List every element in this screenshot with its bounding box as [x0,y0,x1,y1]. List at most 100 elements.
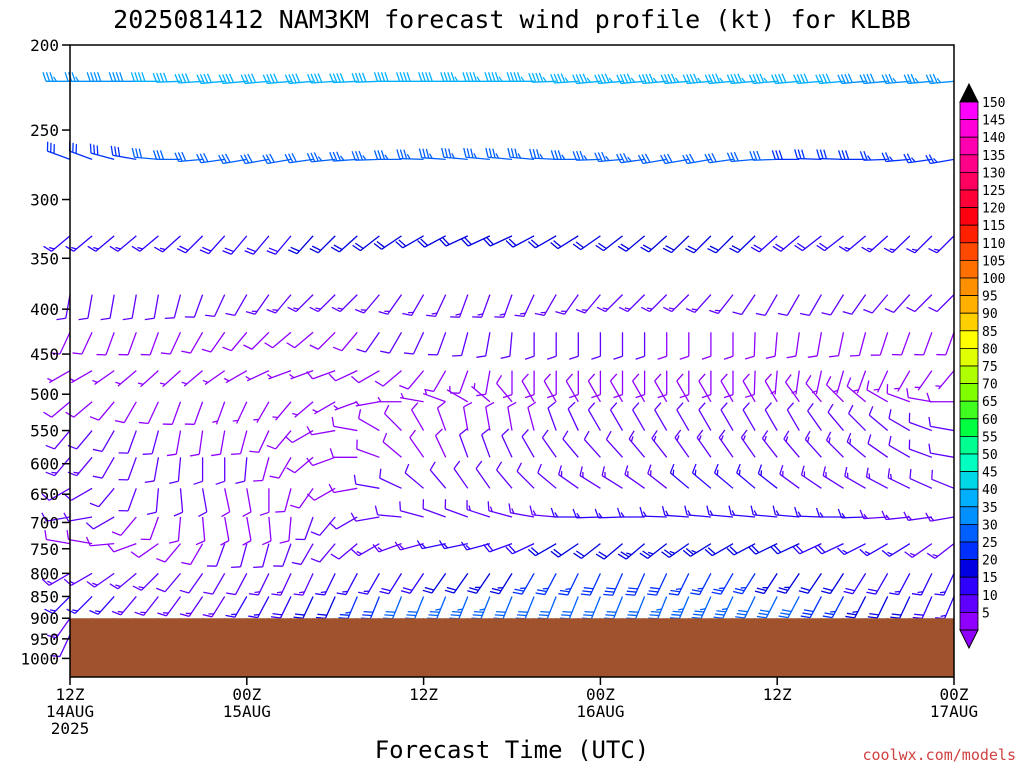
barb-feather [754,590,765,595]
wind-barb [374,505,402,518]
barb-shaft [819,80,844,85]
wind-barb [516,462,535,489]
barb-feather [764,402,772,411]
barb-shaft [690,543,712,557]
barb-feather [224,153,231,163]
barb-shaft [648,235,668,253]
barb-shaft [936,235,955,254]
barb-shaft [731,80,756,85]
wind-barb [669,596,690,620]
barb-feather [476,76,481,82]
wind-barb [118,332,137,356]
barb-feather [196,74,202,84]
barb-shaft [731,514,756,518]
barb-shaft [377,514,402,518]
barb-feather [225,312,235,317]
barb-shaft [117,370,137,387]
barb-shaft [257,573,270,596]
barb-feather [619,74,625,84]
barb-feather [881,510,887,520]
barb-feather [309,306,319,313]
barb-shaft [785,572,800,594]
barb-shaft [302,596,314,619]
barb-shaft [871,294,889,314]
wind-barb [894,370,911,392]
barb-shaft [841,80,866,85]
wind-barb [881,73,910,85]
barb-shaft [355,483,380,489]
wind-barb [162,401,182,425]
barb-feather [421,543,427,549]
barb-feather [575,74,581,84]
wind-barb [846,432,867,458]
barb-shaft [584,294,601,314]
y-tick-label: 550 [30,422,59,441]
barb-feather [514,314,525,318]
barb-shaft [268,370,292,380]
colorbar-label: 45 [982,466,998,481]
barb-shaft [230,331,248,352]
barb-feather [266,373,273,379]
barb-feather [512,591,523,595]
barb-feather [201,348,212,353]
wind-barb [262,153,292,165]
barb-feather [130,72,136,82]
barb-shaft [605,294,623,313]
barb-shaft [581,543,601,559]
barb-shaft [200,80,225,85]
barb-shaft [598,158,623,163]
wind-barb [312,401,336,415]
barb-feather [314,73,319,83]
wind-barb [765,332,778,360]
barb-feather [406,72,411,82]
barb-feather [174,152,180,162]
barb-shaft [930,425,955,432]
barb-feather [550,507,555,518]
barb-feather [778,587,789,591]
barb-feather [310,531,321,536]
wind-barb [68,141,93,160]
barb-feather [792,546,801,555]
barb-shaft [787,596,800,618]
wind-barb [723,370,734,399]
colorbar-swatch [959,365,979,385]
barb-feather [742,435,746,441]
barb-shaft [333,158,358,162]
wind-barb [696,429,712,458]
colorbar-label: 120 [982,202,1005,217]
barb-feather [376,241,385,248]
barb-shaft [190,543,204,565]
barb-feather [264,342,273,349]
wind-barb [418,148,446,161]
wind-barb [140,332,160,356]
wind-barb [881,543,911,557]
barb-feather [511,508,515,514]
barb-feather [816,244,825,252]
barb-shaft [628,438,646,458]
barb-feather [333,405,339,410]
barb-feather [483,544,490,553]
wind-barb [269,456,292,479]
barb-shaft [171,401,182,425]
barb-feather [844,466,848,477]
wind-barb [508,503,535,518]
wind-barb [159,370,181,388]
barb-feather [837,150,843,160]
barb-shaft [466,543,491,551]
barb-shaft [244,457,248,482]
barb-feather [910,157,916,163]
wind-barb [613,370,624,399]
wind-barb [286,331,314,349]
wind-barb [411,402,425,431]
colorbar-swatch [959,400,979,420]
wind-barb [625,573,646,596]
barb-feather [212,420,218,423]
wind-barb [249,430,270,453]
barb-feather [226,592,236,596]
barb-shaft [462,406,469,431]
barb-feather [665,510,669,516]
barb-feather [507,147,511,158]
barb-feather [567,401,576,410]
barb-feather [272,612,283,616]
wind-barb [527,401,537,431]
